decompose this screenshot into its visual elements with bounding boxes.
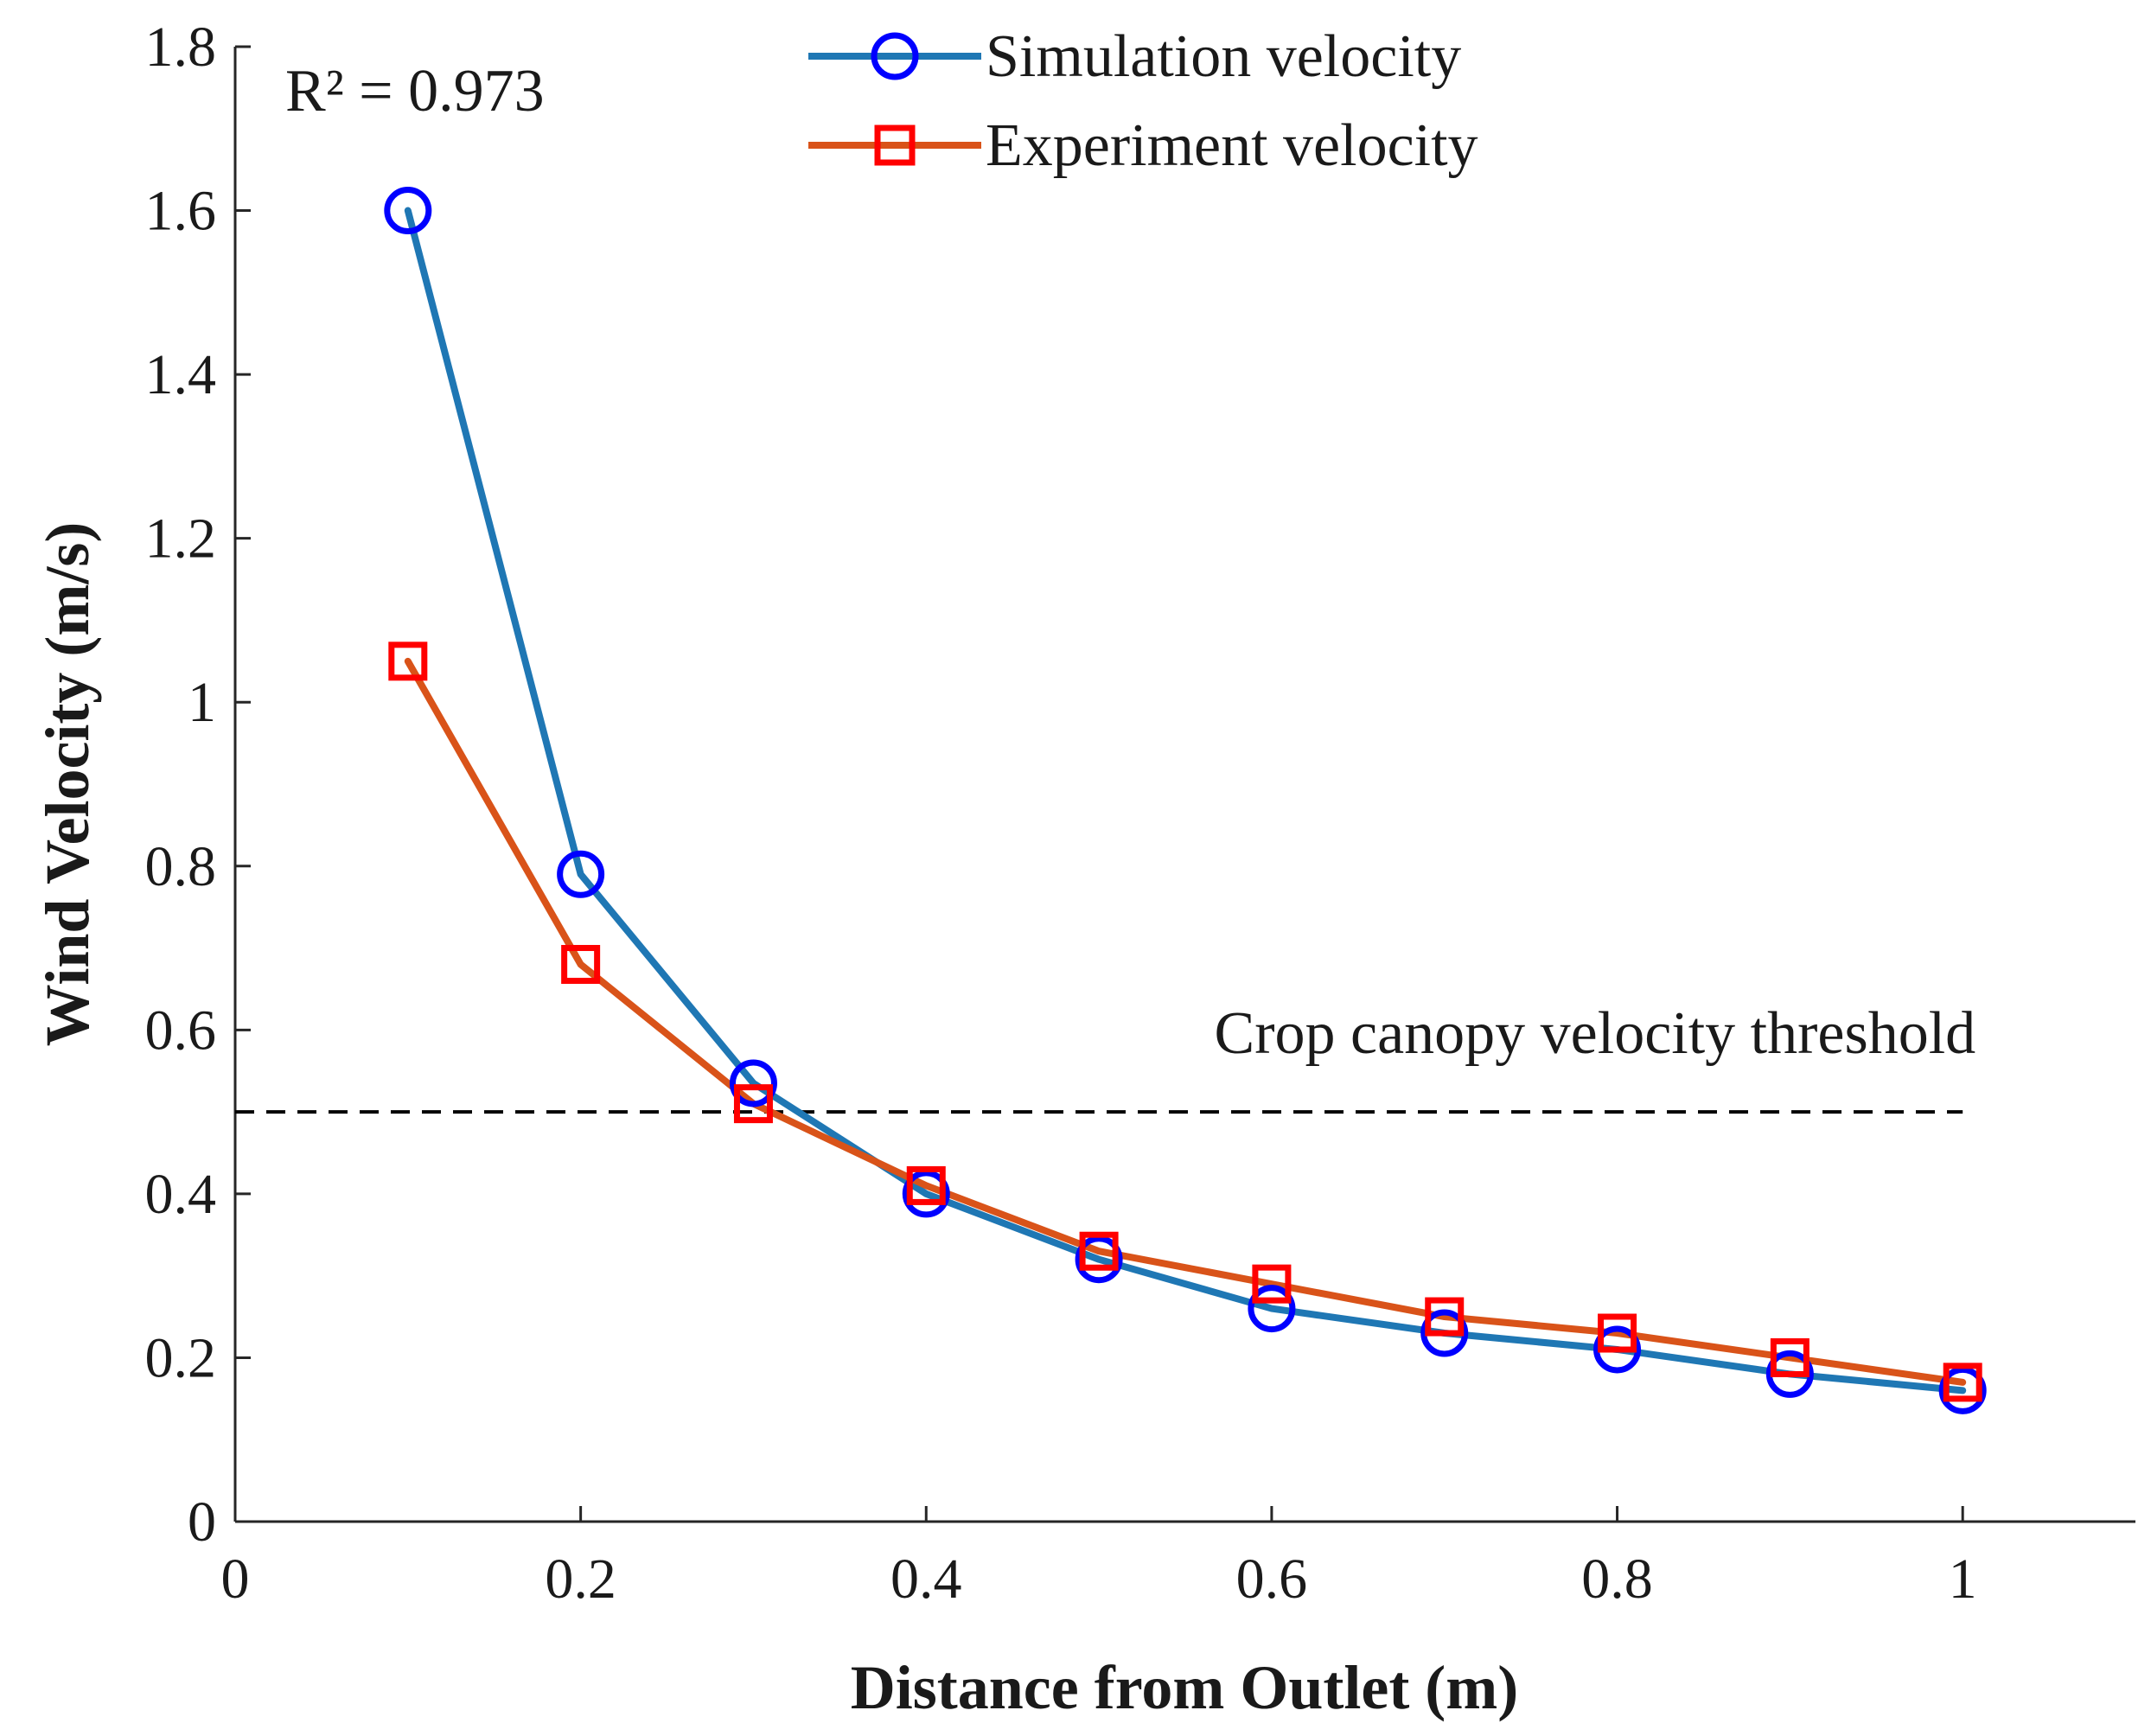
data-point — [1248, 1285, 1296, 1333]
data-point — [1252, 1264, 1292, 1304]
y-tick-label: 0.8 — [145, 835, 217, 898]
y-ticks: 0 0.2 0.4 0.6 0.8 1 1.2 1.4 1.6 1.8 — [145, 16, 251, 1554]
series-markers-0 — [384, 187, 1987, 1414]
x-tick-label: 0.4 — [890, 1548, 962, 1611]
x-tick-label: 1 — [1949, 1548, 1977, 1611]
data-point — [557, 850, 605, 898]
data-point — [1598, 1313, 1637, 1353]
data-point — [561, 945, 601, 985]
threshold: Crop canopy velocity threshold — [235, 1000, 1976, 1114]
x-axis-title: Distance from Outlet (m) — [851, 1653, 1518, 1722]
y-tick-label: 0 — [188, 1490, 216, 1554]
y-tick-label: 1.4 — [145, 343, 217, 406]
y-tick-label: 0.4 — [145, 1163, 217, 1226]
data-point — [902, 1170, 950, 1218]
data-point — [1075, 1235, 1123, 1284]
data-point — [1770, 1337, 1810, 1377]
series-1 — [404, 657, 1967, 1386]
legend-label-simulation: Simulation velocity — [986, 23, 1461, 90]
y-tick-label: 0.6 — [145, 999, 217, 1062]
legend-marker-experiment — [874, 124, 916, 166]
series-line — [404, 207, 1967, 1395]
y-tick-label: 1.2 — [145, 507, 217, 571]
legend: Simulation velocity Experiment velocity — [808, 23, 1478, 179]
y-axis-title: Wind Velocity (m/s) — [33, 522, 102, 1047]
data-point — [729, 1059, 777, 1107]
data-point — [1943, 1363, 1982, 1402]
r-squared-annotation: R² = 0.973 — [285, 58, 545, 124]
axes — [233, 47, 2135, 1523]
data-point — [384, 187, 432, 235]
y-tick-label: 1 — [188, 671, 216, 734]
data-point — [1938, 1366, 1987, 1414]
y-tick-label: 1.8 — [145, 16, 217, 79]
legend-label-experiment: Experiment velocity — [986, 112, 1478, 179]
series-layer — [384, 187, 1987, 1414]
x-tick-label: 0.8 — [1581, 1548, 1653, 1611]
series-line — [404, 657, 1967, 1386]
x-tick-label: 0 — [221, 1548, 250, 1611]
x-ticks: 0 0.2 0.4 0.6 0.8 1 — [221, 1506, 1977, 1611]
data-point — [1593, 1325, 1642, 1374]
data-point — [906, 1165, 946, 1205]
x-tick-label: 0.6 — [1236, 1548, 1308, 1611]
data-point — [1420, 1309, 1469, 1357]
data-point — [733, 1084, 773, 1124]
series-markers-1 — [388, 641, 1982, 1402]
data-point — [1765, 1350, 1814, 1398]
series-0 — [404, 207, 1967, 1395]
data-point — [1079, 1231, 1119, 1271]
legend-marker-simulation — [871, 32, 919, 80]
data-point — [388, 641, 428, 681]
data-point — [1425, 1297, 1465, 1337]
y-tick-label: 1.6 — [145, 180, 217, 243]
y-tick-label: 0.2 — [145, 1326, 217, 1389]
x-tick-label: 0.2 — [545, 1548, 616, 1611]
threshold-label: Crop canopy velocity threshold — [1215, 1000, 1976, 1067]
